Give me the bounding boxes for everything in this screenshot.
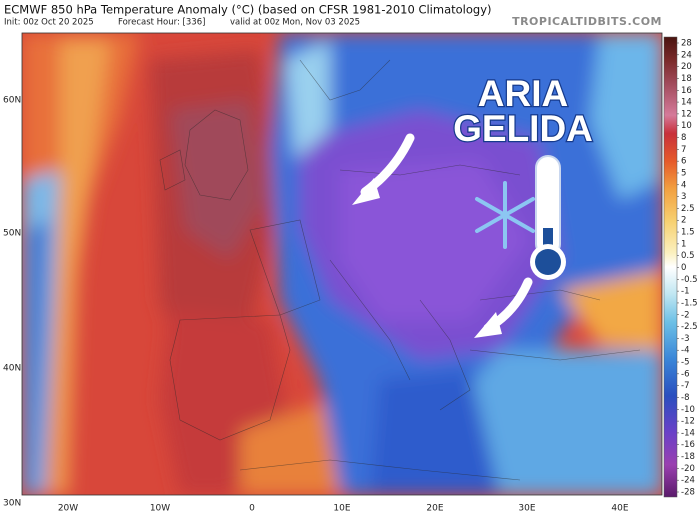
lon-label: 20W xyxy=(58,504,78,514)
colorbar-label: 16 xyxy=(681,86,692,96)
site-name: TROPICALTIDBITS.COM xyxy=(512,15,662,28)
colorbar-label: 18 xyxy=(681,74,692,84)
annotation-line: ARIA xyxy=(478,73,568,114)
colorbar-label: -10 xyxy=(681,405,695,415)
colorbar-label: -14 xyxy=(681,428,695,438)
colorbar-label: -7 xyxy=(681,381,689,391)
init-time: Init: 00z Oct 20 2025 xyxy=(4,18,94,28)
colorbar-label: -16 xyxy=(681,440,695,450)
lon-label: 20E xyxy=(426,504,443,514)
colorbar-label: -6 xyxy=(681,369,689,379)
colorbar-label: -20 xyxy=(681,464,695,474)
colorbar-label: 7 xyxy=(681,145,686,155)
annotation-line: GELIDA xyxy=(453,108,593,149)
colorbar-label: 2 xyxy=(681,216,686,226)
lat-label: 50N xyxy=(3,229,21,239)
colorbar-label: -1.5 xyxy=(681,298,698,308)
colorbar-label: 8 xyxy=(681,133,686,143)
lon-label: 0 xyxy=(249,504,255,514)
colorbar-label: -1 xyxy=(681,287,689,297)
valid-time: valid at 00z Mon, Nov 03 2025 xyxy=(230,18,360,28)
title: ECMWF 850 hPa Temperature Anomaly (°C) (… xyxy=(4,3,491,17)
colorbar-label: -2.5 xyxy=(681,322,698,332)
colorbar-label: 5 xyxy=(681,168,686,178)
map-frame xyxy=(21,32,663,496)
lon-label: 40E xyxy=(611,504,628,514)
lon-label: 10E xyxy=(333,504,350,514)
lat-label: 40N xyxy=(3,364,21,374)
colorbar-label: 14 xyxy=(681,98,692,108)
colorbar-label: 28 xyxy=(681,39,692,49)
lat-label: 60N xyxy=(3,96,21,106)
colorbar-label: -12 xyxy=(681,417,695,427)
colorbar-label: -4 xyxy=(681,346,689,356)
lon-label: 10W xyxy=(150,504,170,514)
colorbar-label: 6 xyxy=(681,157,686,167)
colorbar-label: 2.5 xyxy=(681,204,695,214)
colorbar-label: 20 xyxy=(681,62,692,72)
colorbar-label: -8 xyxy=(681,393,689,403)
colorbar-label: 1.5 xyxy=(681,228,695,238)
lat-label: 30N xyxy=(3,499,21,509)
colorbar-label: -28 xyxy=(681,488,695,498)
colorbar-label: -24 xyxy=(681,476,695,486)
colorbar-label: 24 xyxy=(681,50,692,60)
colorbar-label: -2 xyxy=(681,310,689,320)
colorbar-label: 0 xyxy=(681,263,686,273)
colorbar-label: 12 xyxy=(681,109,692,119)
colorbar-label: 4 xyxy=(681,180,686,190)
colorbar-label: 10 xyxy=(681,121,692,131)
coastlines xyxy=(159,59,641,481)
forecast-hour: Forecast Hour: [336] xyxy=(118,18,205,28)
colorbar-label: 3 xyxy=(681,192,686,202)
map: ARIA GELIDA xyxy=(22,33,662,495)
annotation-graphics xyxy=(352,133,566,338)
colorbar-label: 1 xyxy=(681,239,686,249)
colorbar-label: -3 xyxy=(681,334,689,344)
colorbar xyxy=(663,36,678,498)
colorbar-label: -18 xyxy=(681,452,695,462)
colorbar-label: -0.5 xyxy=(681,275,698,285)
lon-label: 30E xyxy=(518,504,535,514)
colorbar-label: 0.5 xyxy=(681,251,695,261)
colorbar-label: -5 xyxy=(681,358,689,368)
